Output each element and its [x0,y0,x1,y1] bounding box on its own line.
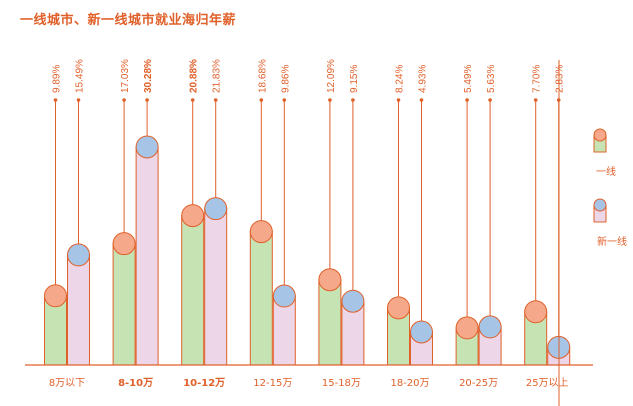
legend-cap [593,128,607,142]
bar-cap [455,316,479,340]
bar-cap [318,268,342,292]
legend-label: 新一线 [597,235,627,248]
x-tick-label: 8万以下 [49,378,85,389]
leader-dot [328,98,332,102]
leader-dot [351,98,355,102]
leader-dot [213,98,218,102]
bar-cap [181,204,205,228]
data-label: 2.83% [555,65,566,93]
bar-cap [67,243,90,267]
data-label: 5.49% [463,65,474,93]
leader-dot [190,98,195,102]
bar-cap [272,284,296,308]
x-tick-label: 18-20万 [390,378,429,389]
bar-cap [387,296,410,320]
leader-dot [282,98,287,102]
bar-new-tier1 [67,254,90,366]
x-tick-label: 15-18万 [322,378,361,389]
data-label: 12.09% [326,59,337,93]
bar-cap [341,289,365,313]
bar-cap [135,135,159,159]
data-label: 9.89% [52,65,63,93]
bar-tier1 [249,231,273,366]
leader-dot [533,98,538,102]
legend-label: 一线 [596,165,616,178]
bar-cap [524,300,548,324]
leader-dot [465,98,469,102]
data-label: 9.86% [280,65,291,93]
x-tick-label: 12-15万 [253,378,292,389]
leader-dot [419,98,424,102]
data-label: 4.93% [418,65,429,93]
leader-dot [488,98,492,102]
data-label: 8.24% [395,65,406,93]
bar-tier1 [318,279,342,366]
bar-tier1 [181,215,205,366]
x-tick-label: 10-12万 [183,377,225,389]
data-label: 9.15% [349,65,360,93]
x-tick-label: 20-25万 [459,378,498,389]
bar-new-tier1 [135,146,159,366]
leader-dot [122,98,126,102]
leader-dot [53,98,58,102]
leader-dot [145,98,149,102]
data-label: 15.49% [75,59,86,93]
bar-cap [249,220,273,244]
bar-cap [478,315,502,339]
data-label: 18.68% [257,59,268,93]
bar-new-tier1 [204,208,228,366]
x-tick-label: 8-10万 [118,377,153,389]
bar-tier1 [112,243,136,366]
leader-dot [259,98,264,102]
data-label: 7.70% [532,65,543,93]
data-label: 17.03% [120,59,131,93]
data-label: 20.88% [189,59,200,93]
bar-cap [112,232,136,256]
legend-cap [593,198,607,212]
chart-title: 一线城市、新一线城市就业海归年薪 [20,13,237,28]
bar-cap [204,197,228,221]
leader-dot [76,98,81,102]
data-label: 30.28% [143,59,154,93]
data-label: 5.63% [486,65,497,93]
bar-cap [410,320,433,344]
bar-cap [44,284,67,308]
leader-dot [396,98,401,102]
x-tick-label: 25万以上 [526,377,569,389]
data-label: 21.83% [212,59,223,93]
